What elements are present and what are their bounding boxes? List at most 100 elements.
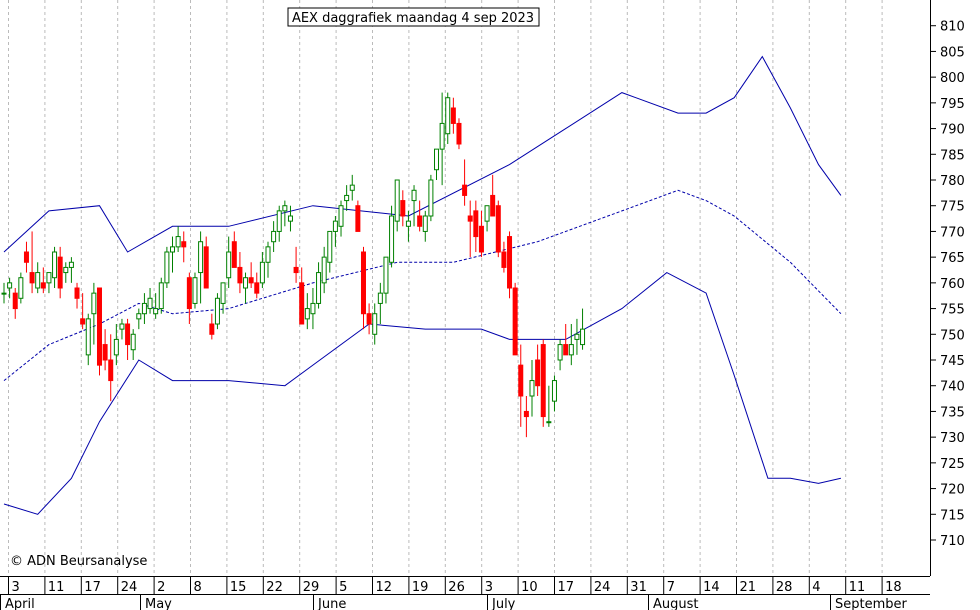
candle bbox=[411, 185, 417, 227]
y-tick-label: 735 bbox=[940, 405, 965, 420]
candle-body bbox=[546, 421, 552, 424]
candle-body bbox=[276, 210, 282, 232]
candle-body bbox=[203, 246, 209, 289]
candle bbox=[456, 118, 462, 150]
candle bbox=[175, 226, 181, 252]
candle-body bbox=[580, 328, 586, 346]
candle bbox=[220, 282, 226, 314]
candle bbox=[507, 231, 513, 299]
candle-body bbox=[119, 323, 125, 330]
candle-body bbox=[445, 97, 451, 135]
candle-body bbox=[512, 287, 518, 356]
candle bbox=[74, 282, 80, 309]
candle-body bbox=[366, 313, 372, 325]
candle bbox=[271, 221, 277, 252]
candle bbox=[254, 272, 260, 299]
candle-body bbox=[91, 292, 97, 315]
x-tick-label: 19 bbox=[412, 580, 429, 595]
bollinger-bands bbox=[3, 55, 842, 515]
x-tick-label: 10 bbox=[521, 580, 538, 595]
candle bbox=[400, 190, 406, 227]
candle-body bbox=[130, 333, 136, 351]
candle-body bbox=[456, 122, 462, 145]
candle-body bbox=[389, 215, 395, 263]
candle-body bbox=[523, 410, 529, 418]
x-tick-label: 11 bbox=[849, 580, 866, 595]
candle bbox=[551, 375, 557, 412]
candle-body bbox=[338, 205, 344, 227]
x-tick-label: 11 bbox=[48, 580, 65, 595]
candle-body bbox=[495, 205, 501, 253]
candle-body bbox=[355, 205, 361, 232]
candle bbox=[523, 396, 529, 438]
candle-body bbox=[181, 241, 187, 248]
candle-body bbox=[147, 297, 153, 310]
candle bbox=[265, 241, 271, 278]
candle bbox=[349, 174, 355, 201]
candle bbox=[35, 262, 41, 294]
candle bbox=[282, 200, 288, 227]
y-tick-label: 800 bbox=[940, 71, 965, 86]
candle-body bbox=[417, 215, 423, 227]
candle bbox=[287, 205, 293, 232]
candle-body bbox=[102, 344, 108, 361]
candle-body bbox=[344, 194, 350, 202]
copyright-text: © ADN Beursanalyse bbox=[10, 554, 147, 569]
candle-body bbox=[12, 292, 18, 310]
candle-body bbox=[80, 318, 86, 325]
month-label: July bbox=[491, 597, 516, 610]
candle-body bbox=[192, 277, 198, 304]
candle-body bbox=[164, 251, 170, 284]
candle-body bbox=[248, 277, 254, 284]
candle bbox=[310, 288, 316, 330]
y-tick-label: 785 bbox=[940, 148, 965, 163]
candle bbox=[198, 231, 204, 304]
candle bbox=[18, 272, 24, 304]
candle bbox=[355, 200, 361, 232]
candle bbox=[535, 344, 541, 396]
candle-body bbox=[113, 338, 119, 356]
candle bbox=[102, 329, 108, 371]
y-tick-label: 710 bbox=[940, 534, 965, 549]
candle-body bbox=[467, 215, 473, 222]
candle-body bbox=[327, 230, 333, 263]
candle bbox=[226, 236, 232, 288]
candle bbox=[304, 293, 310, 330]
candle bbox=[462, 159, 468, 206]
candle bbox=[23, 241, 29, 273]
candlesticks bbox=[1, 92, 586, 438]
candle bbox=[450, 97, 456, 134]
grid-lines bbox=[8, 0, 883, 576]
y-tick-label: 725 bbox=[940, 457, 965, 472]
y-axis: 710 715 720 725 730 735 740 745 750 755 760 765 770 7… bbox=[930, 20, 965, 549]
candle bbox=[383, 256, 389, 304]
chart-title-box bbox=[287, 7, 540, 27]
month-label: April bbox=[5, 597, 35, 610]
y-tick-label: 745 bbox=[940, 354, 965, 369]
candle-body bbox=[198, 241, 204, 274]
candle-body bbox=[40, 282, 46, 289]
candle bbox=[259, 252, 265, 288]
candle bbox=[405, 210, 411, 242]
candle bbox=[170, 236, 176, 273]
candle-body bbox=[400, 200, 406, 217]
candle bbox=[153, 293, 159, 319]
candle-body bbox=[422, 215, 428, 232]
candle bbox=[57, 246, 63, 299]
candle-body bbox=[383, 256, 389, 294]
candle-body bbox=[68, 261, 74, 268]
candle bbox=[136, 308, 142, 330]
candle-body bbox=[265, 246, 271, 263]
candle-body bbox=[243, 277, 249, 289]
middle-band-line bbox=[3, 189, 842, 381]
candle bbox=[568, 324, 574, 366]
candle bbox=[344, 185, 350, 211]
candle bbox=[186, 272, 192, 324]
candle-body bbox=[63, 266, 69, 274]
y-tick-label: 775 bbox=[940, 200, 965, 215]
candle bbox=[125, 318, 131, 360]
candle bbox=[147, 288, 153, 314]
candle-body bbox=[535, 359, 541, 387]
candle-body bbox=[108, 359, 114, 382]
candle-body bbox=[46, 272, 52, 284]
